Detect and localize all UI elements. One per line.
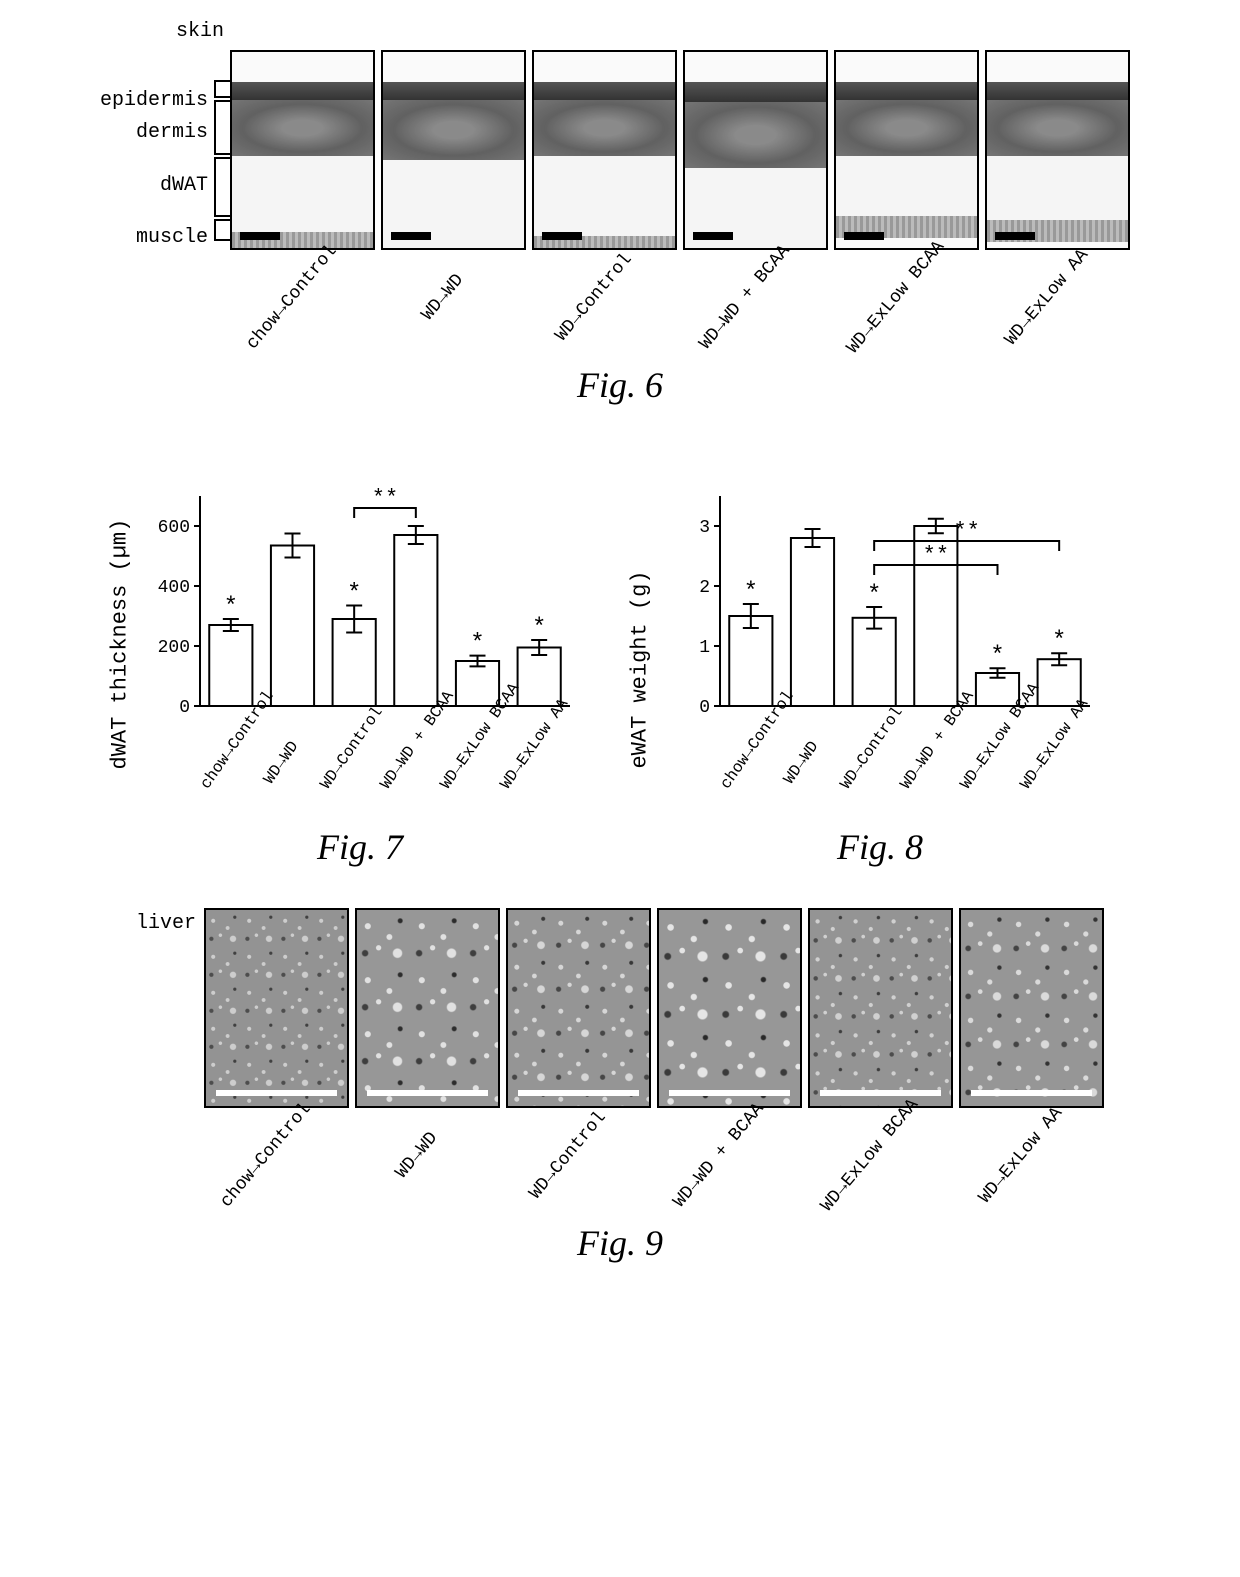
fig6-panel-row [230, 50, 1130, 250]
bar [271, 546, 314, 707]
fig8-y-label: eWAT weight (g) [628, 570, 653, 770]
histology-panel [834, 50, 979, 250]
svg-text:0: 0 [179, 698, 190, 718]
significance-star: * [224, 594, 238, 621]
significance-bracket-label: ** [372, 486, 398, 511]
figure-9: liver chow→ControlWD→WDWD→ControlWD→WD +… [20, 908, 1220, 1264]
significance-star: * [990, 643, 1004, 670]
label-dermis: dermis [100, 122, 208, 144]
fig7-x-labels: chow→ControlWD→WDWD→ControlWD→WD + BCAAW… [200, 726, 580, 816]
fig6-layer-labels: epidermis dermis dWAT muscle [100, 49, 214, 249]
liver-panel [506, 908, 651, 1108]
significance-star: * [347, 581, 361, 608]
liver-panel [657, 908, 802, 1108]
svg-text:1: 1 [699, 638, 710, 658]
liver-panel [355, 908, 500, 1108]
bar [456, 661, 499, 706]
significance-star: * [1052, 628, 1066, 655]
bar [791, 538, 834, 706]
histology-panel [532, 50, 677, 250]
svg-text:400: 400 [158, 578, 190, 598]
liver-panel [204, 908, 349, 1108]
svg-text:3: 3 [699, 518, 710, 538]
histology-panel [230, 50, 375, 250]
significance-bracket-label: ** [953, 519, 979, 544]
svg-text:200: 200 [158, 638, 190, 658]
fig6-x-labels: chow→ControlWD→WDWD→ControlWD→WD + BCAAW… [230, 254, 1130, 354]
fig9-panel-row [204, 908, 1104, 1108]
bar [853, 618, 896, 706]
fig9-title: liver [136, 912, 196, 935]
label-dwat: dWAT [100, 175, 208, 197]
histology-panel [683, 50, 828, 250]
svg-text:2: 2 [699, 578, 710, 598]
fig9-x-labels: chow→ControlWD→WDWD→ControlWD→WD + BCAAW… [204, 1112, 1104, 1212]
bar [394, 535, 437, 706]
liver-panel [808, 908, 953, 1108]
bar [209, 625, 252, 706]
fig8-caption: Fig. 8 [660, 826, 1100, 868]
significance-star: * [532, 615, 546, 642]
fig6-title: skin [100, 20, 230, 43]
figure-8-chart: eWAT weight (g) 0123******** chow→Contro… [660, 446, 1100, 868]
figures-7-8: dWAT thickness (µm) 0200400600****** cho… [20, 446, 1220, 868]
significance-bracket-label: ** [923, 543, 949, 568]
fig7-y-label: dWAT thickness (µm) [108, 570, 133, 770]
significance-star: * [867, 582, 881, 609]
svg-text:0: 0 [699, 698, 710, 718]
svg-text:600: 600 [158, 518, 190, 538]
label-muscle: muscle [100, 227, 208, 249]
fig8-x-labels: chow→ControlWD→WDWD→ControlWD→WD + BCAAW… [720, 726, 1100, 816]
label-epidermis: epidermis [100, 90, 208, 112]
bar [729, 616, 772, 706]
fig7-caption: Fig. 7 [140, 826, 580, 868]
histology-panel [381, 50, 526, 250]
bar [518, 648, 561, 707]
histology-panel [985, 50, 1130, 250]
significance-star: * [744, 579, 758, 606]
liver-panel [959, 908, 1104, 1108]
figure-7-chart: dWAT thickness (µm) 0200400600****** cho… [140, 446, 580, 868]
significance-star: * [470, 631, 484, 658]
figure-6: skin epidermis dermis dWAT muscle [20, 20, 1220, 406]
layer-brackets [214, 49, 230, 249]
